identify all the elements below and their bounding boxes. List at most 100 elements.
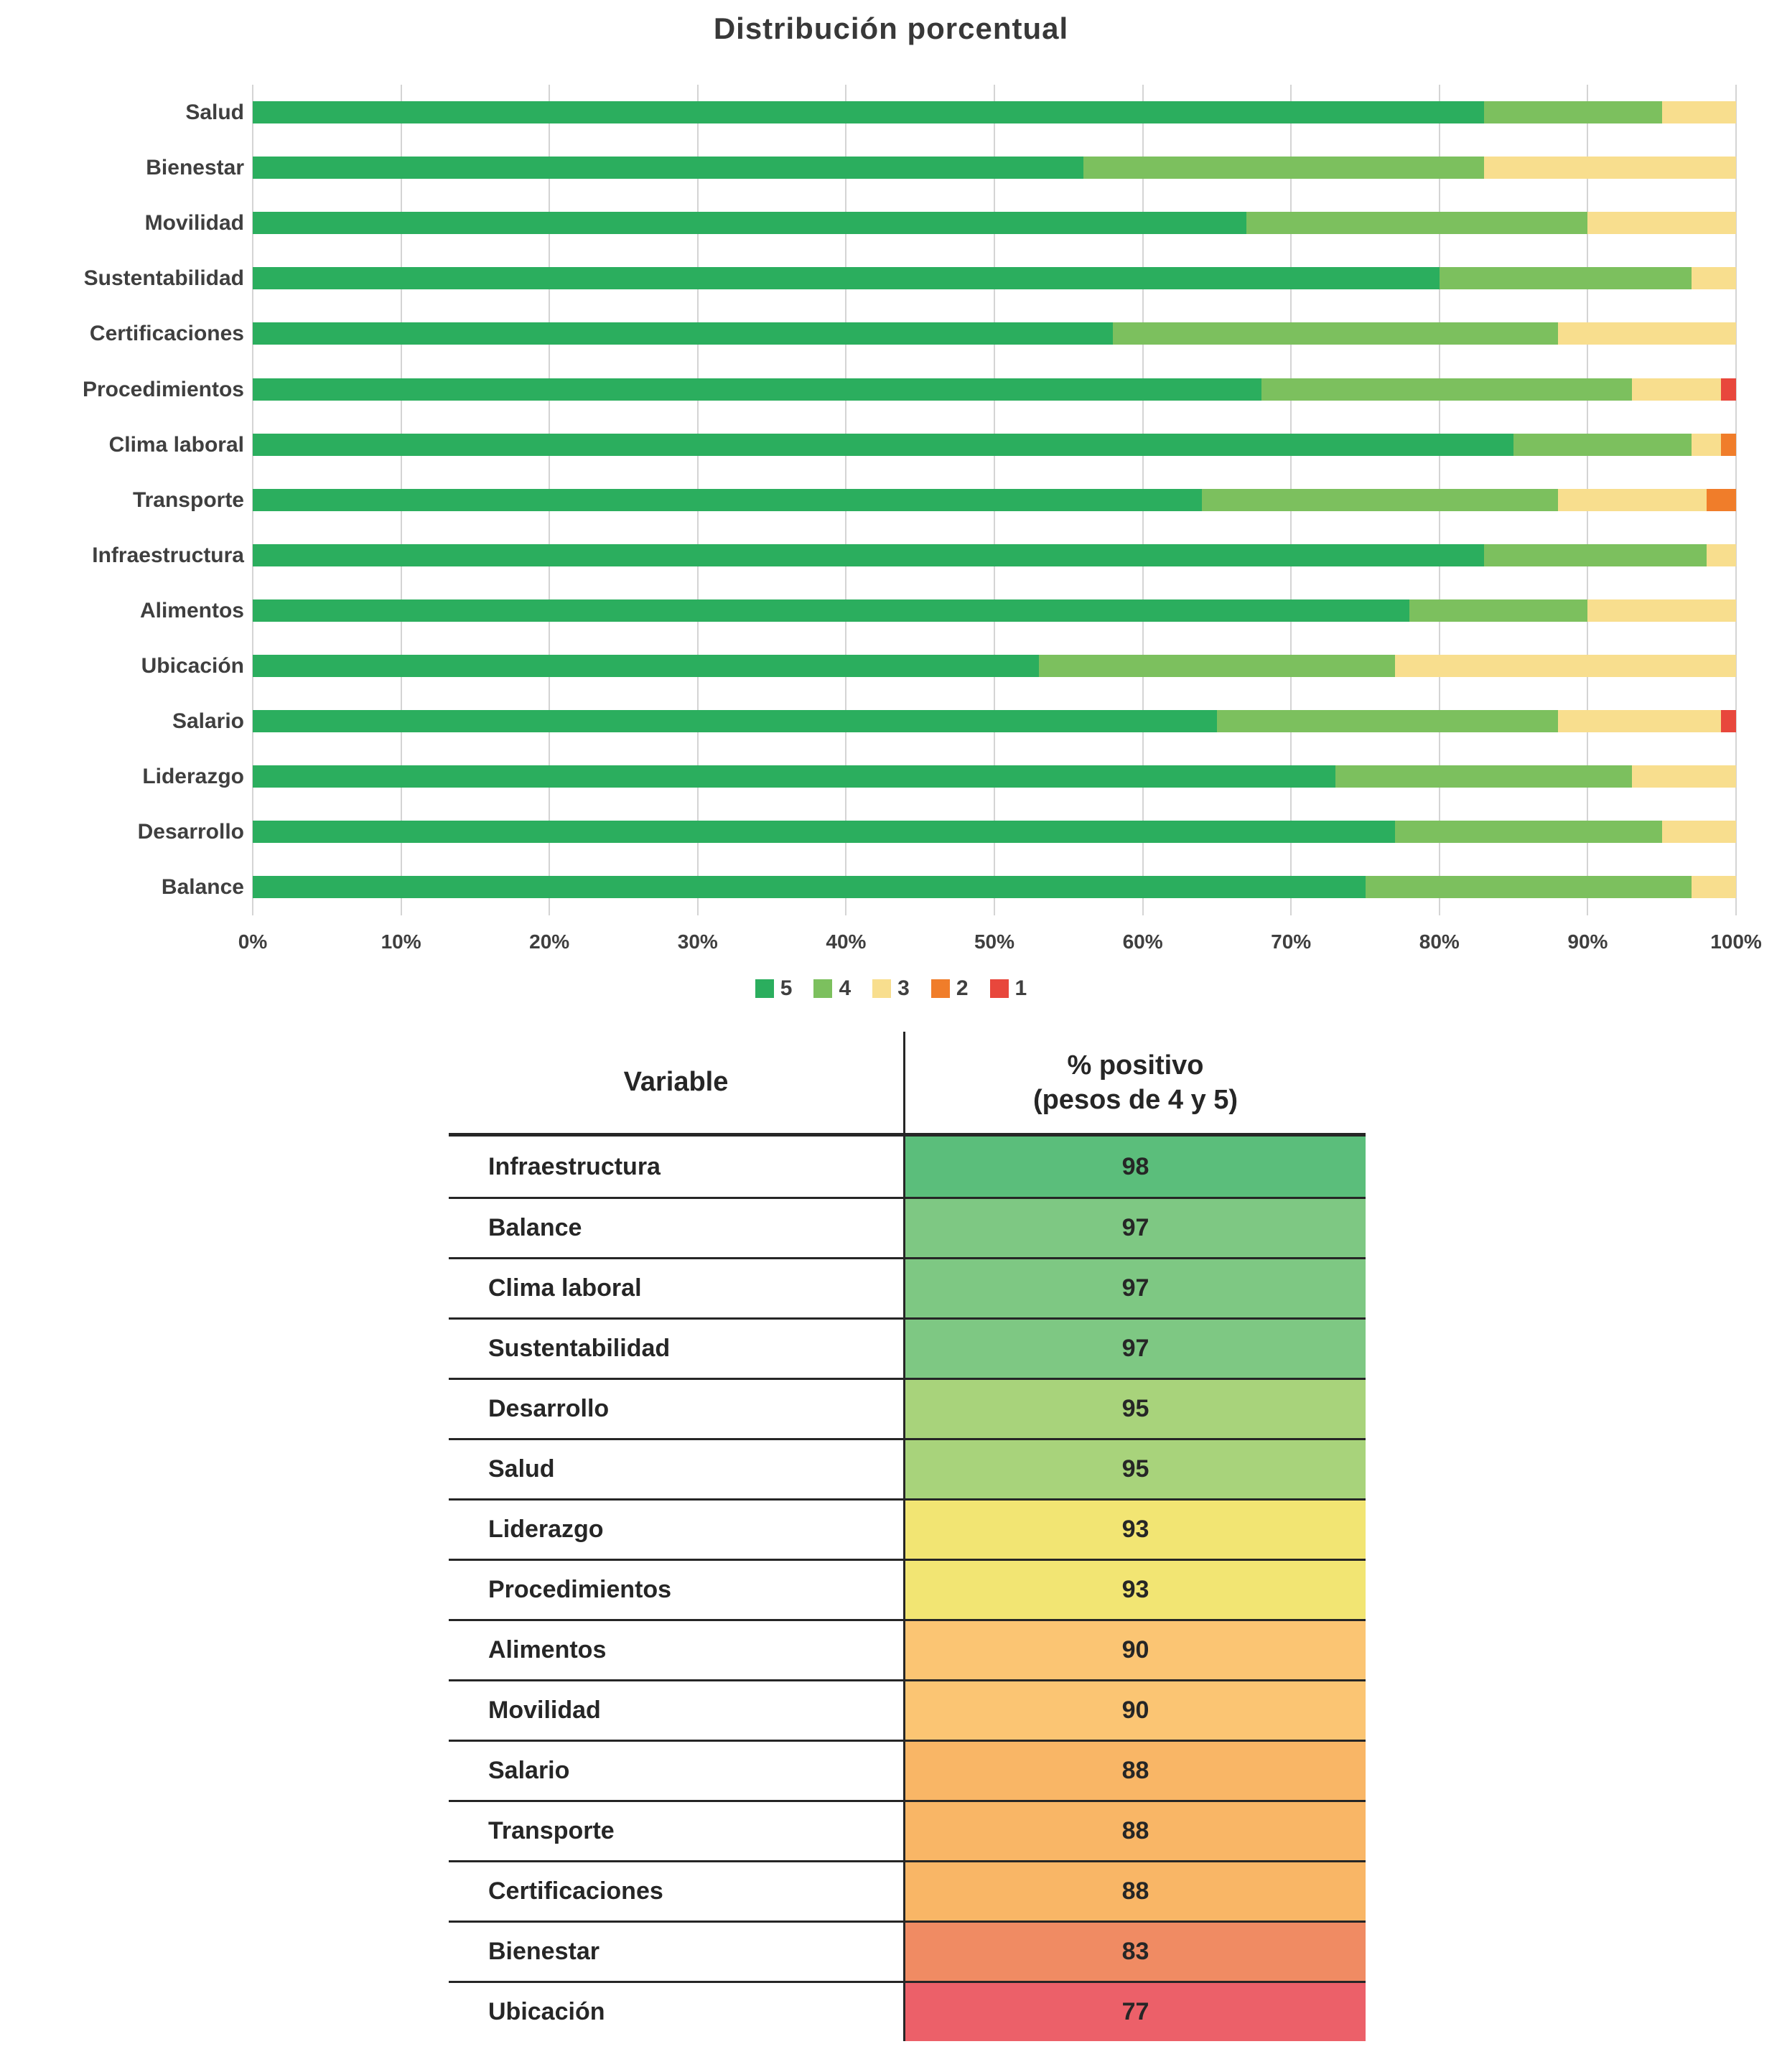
table-value-cell: 98 [903, 1137, 1366, 1197]
table-variable-cell: Certificaciones [449, 1862, 903, 1921]
table-variable-cell: Salario [449, 1742, 903, 1800]
category-label: Liderazgo [142, 765, 244, 789]
bar-segment-3 [1558, 322, 1736, 345]
bar-segment-3 [1661, 821, 1736, 844]
bar-segment-5 [253, 101, 1484, 123]
legend-label: 4 [839, 976, 852, 1000]
table-variable-cell: Sustentabilidad [449, 1320, 903, 1378]
bar-segment-4 [1365, 876, 1692, 899]
table-value-cell: 93 [903, 1561, 1366, 1619]
bar-segment-4 [1083, 157, 1484, 179]
table-header-positive: % positivo (pesos de 4 y 5) [903, 1032, 1366, 1133]
bar-segment-3 [1587, 599, 1736, 622]
x-axis-tick-label: 100% [1710, 930, 1762, 953]
x-axis-tick-label: 30% [677, 930, 718, 953]
table-value-cell: 97 [903, 1320, 1366, 1378]
bar-segment-1 [1721, 710, 1736, 733]
category-label: Desarrollo [137, 820, 244, 844]
gridline [1735, 85, 1737, 915]
table-row: Desarrollo 95 [449, 1378, 1366, 1438]
table-header-positive-line1: % positivo [1067, 1050, 1204, 1081]
table-row: Salario 88 [449, 1740, 1366, 1800]
bar-segment-5 [253, 488, 1203, 511]
category-label: Clima laboral [108, 432, 244, 457]
bar-segment-3 [1587, 212, 1736, 235]
table-variable-cell: Transporte [449, 1802, 903, 1860]
table-variable-cell: Ubicación [449, 1983, 903, 2041]
bar-row [253, 655, 1736, 677]
chart-title: Distribución porcentual [713, 11, 1069, 45]
category-label: Transporte [132, 487, 244, 512]
legend-item-5: 5 [755, 976, 793, 1001]
table-value-cell: 90 [903, 1681, 1366, 1740]
bar-row [253, 821, 1736, 844]
bar-segment-4 [1216, 710, 1559, 733]
bar-segment-3 [1394, 655, 1736, 677]
bar-row [253, 488, 1736, 511]
bar-segment-3 [1706, 543, 1736, 566]
category-label: Certificaciones [89, 322, 244, 346]
table-body: Infraestructura 98 Balance 97 Clima laboral 9… [449, 1137, 1366, 2041]
table-row: Sustentabilidad 97 [449, 1317, 1366, 1378]
bar-segment-4 [1439, 267, 1692, 290]
legend-label: 3 [897, 976, 910, 1000]
bar-segment-4 [1261, 378, 1633, 401]
bar-row [253, 599, 1736, 622]
bar-segment-5 [253, 322, 1114, 345]
bar-segment-4 [1038, 655, 1395, 677]
legend-item-1: 1 [989, 976, 1027, 1001]
table-row: Procedimientos 93 [449, 1559, 1366, 1619]
bar-row [253, 212, 1736, 235]
legend-item-2: 2 [930, 976, 969, 1001]
table-row: Certificaciones 88 [449, 1860, 1366, 1921]
table-row: Infraestructura 98 [449, 1137, 1366, 1197]
x-axis-tick-label: 20% [529, 930, 570, 953]
category-label: Salud [185, 101, 244, 124]
table-header-variable: Variable [623, 1067, 729, 1097]
bar-segment-4 [1113, 322, 1559, 345]
bar-segment-4 [1409, 599, 1588, 622]
x-axis-tick-label: 50% [974, 930, 1015, 953]
summary-table: Variable % positivo (pesos de 4 y 5) Inf… [449, 1032, 1366, 2041]
bar-segment-3 [1692, 433, 1722, 456]
table-variable-cell: Procedimientos [449, 1561, 903, 1619]
category-label: Ubicación [141, 654, 244, 678]
bar-segment-5 [253, 157, 1083, 179]
table-variable-cell: Alimentos [449, 1621, 903, 1679]
table-value-cell: 77 [903, 1983, 1366, 2041]
x-axis-tick-label: 0% [238, 930, 268, 953]
table-variable-cell: Desarrollo [449, 1380, 903, 1438]
legend-label: 1 [1014, 976, 1027, 1000]
table-variable-cell: Liderazgo [449, 1501, 903, 1559]
x-axis-tick-label: 40% [826, 930, 867, 953]
x-axis-tick-label: 70% [1271, 930, 1312, 953]
legend-swatch [813, 979, 833, 998]
bar-segment-3 [1661, 101, 1736, 123]
legend-swatch [755, 979, 774, 998]
table-row: Movilidad 90 [449, 1679, 1366, 1740]
category-label: Salario [172, 709, 244, 734]
legend-item-3: 3 [872, 976, 910, 1001]
bar-segment-5 [253, 433, 1514, 456]
table-row: Salud 95 [449, 1438, 1366, 1498]
legend-swatch [989, 979, 1009, 998]
bar-segment-3 [1558, 710, 1722, 733]
legend-label: 5 [780, 976, 793, 1000]
bar-segment-5 [253, 710, 1217, 733]
table-header-row: Variable % positivo (pesos de 4 y 5) [449, 1032, 1366, 1137]
category-label: Balance [161, 875, 244, 900]
table-variable-cell: Clima laboral [449, 1259, 903, 1317]
table-variable-cell: Bienestar [449, 1923, 903, 1981]
table-value-cell: 88 [903, 1802, 1366, 1860]
table-row: Balance 97 [449, 1197, 1366, 1257]
table-row: Clima laboral 97 [449, 1257, 1366, 1317]
bar-segment-5 [253, 655, 1039, 677]
x-axis-tick-label: 80% [1419, 930, 1460, 953]
table-value-cell: 95 [903, 1440, 1366, 1498]
category-label: Sustentabilidad [83, 266, 244, 291]
bar-segment-4 [1394, 821, 1662, 844]
table-variable-cell: Balance [449, 1199, 903, 1257]
table-value-cell: 88 [903, 1862, 1366, 1921]
bar-row [253, 433, 1736, 456]
bar-segment-4 [1483, 543, 1707, 566]
